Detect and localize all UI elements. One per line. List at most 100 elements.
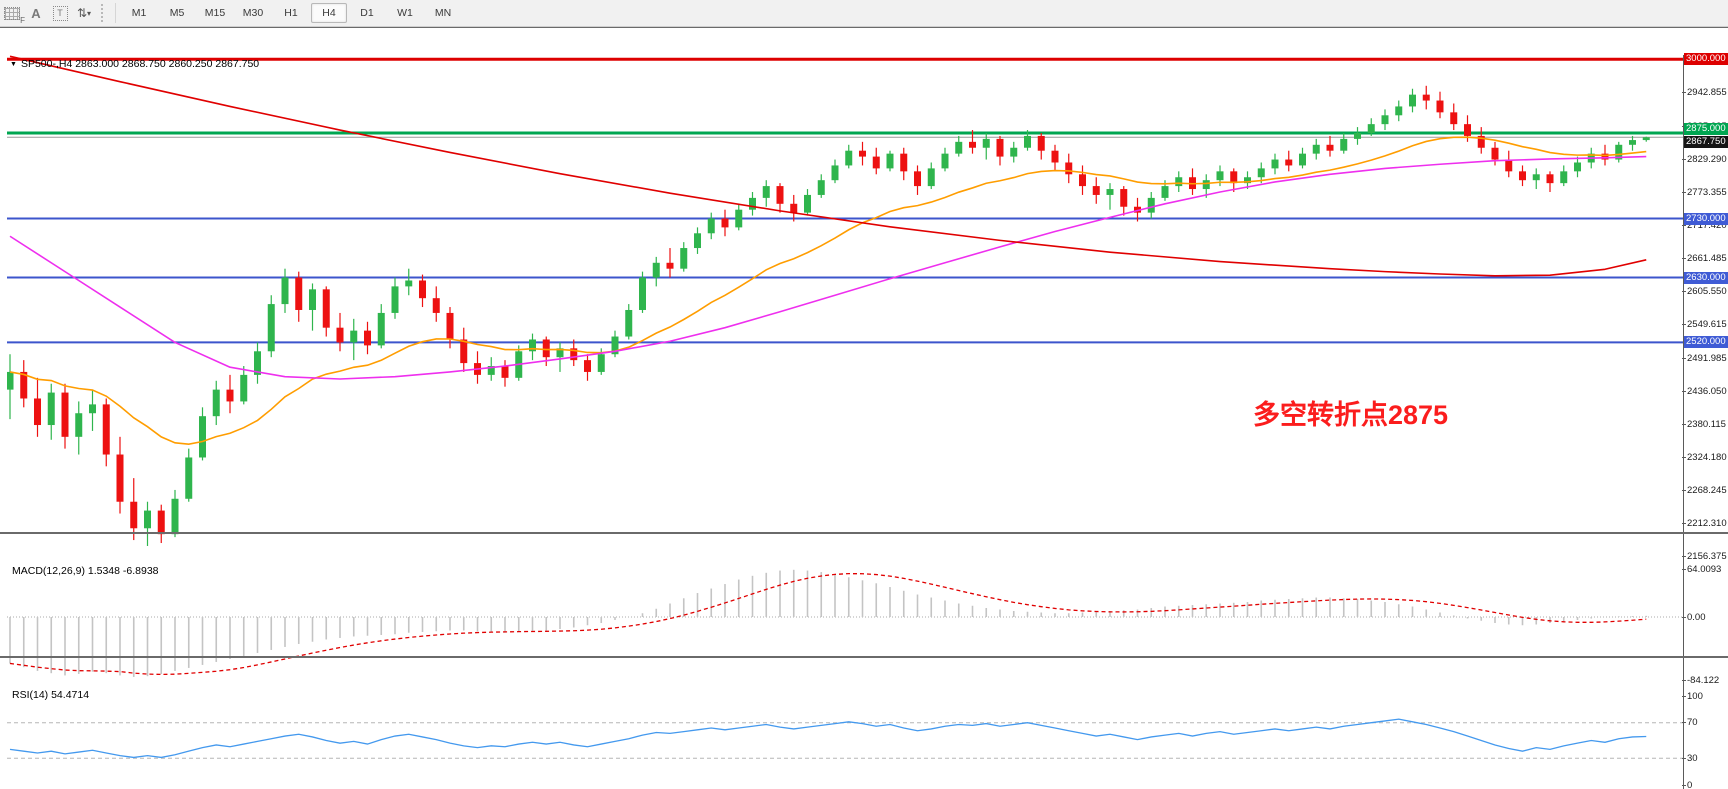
candle-body — [556, 348, 564, 358]
timeframe-button-m5[interactable]: M5 — [169, 7, 185, 19]
candle-body — [584, 360, 591, 372]
candle-body — [680, 248, 688, 269]
candle-body — [1601, 153, 1609, 160]
panel-separator-macd-rsi[interactable] — [0, 656, 1728, 658]
candle-body — [199, 416, 206, 458]
candle-body — [1560, 171, 1568, 184]
candle-body — [1079, 174, 1086, 187]
candle-body — [1642, 137, 1650, 141]
panel-separator — [0, 27, 1728, 28]
candle-body — [157, 510, 165, 535]
candle-body — [955, 141, 963, 154]
candle-body — [1629, 140, 1636, 145]
candle-body — [1464, 124, 1471, 136]
candle-body — [1450, 112, 1458, 125]
timeframe-button-mn[interactable]: MN — [434, 7, 452, 19]
candle-body — [350, 330, 358, 343]
candle-body — [185, 457, 193, 499]
candle-body — [1395, 106, 1403, 116]
chart-text-annotation[interactable]: 多空转折点2875 — [1253, 400, 1449, 430]
symbol-dropdown-icon[interactable]: ▼ — [10, 61, 17, 68]
price-tick: 2717.420 — [1682, 220, 1727, 232]
arrows-tool-button[interactable]: ⇅ ▾ — [72, 2, 96, 24]
candle-body — [1051, 150, 1059, 163]
candle-body — [529, 339, 536, 352]
candle-body — [1271, 159, 1279, 169]
candle-body — [322, 289, 330, 328]
candle-body — [405, 280, 413, 287]
candle-body — [1381, 115, 1389, 125]
candle-body — [831, 165, 839, 181]
toolbar-separator — [115, 3, 116, 23]
macd-scale-tick: 64.0093 — [1681, 563, 1722, 575]
panel-separator-main-macd[interactable] — [0, 532, 1728, 534]
candle-body — [61, 392, 69, 437]
candle-body — [1477, 135, 1485, 148]
candle-body — [817, 180, 825, 195]
candle-body — [226, 389, 234, 402]
candle-body — [1326, 144, 1334, 151]
chart-window: ▼ SP500-,H4 2863.000 2868.750 2860.250 28… — [0, 27, 1728, 789]
timeframe-button-m15[interactable]: M15 — [204, 7, 226, 19]
price-tick: 2605.550 — [1682, 286, 1727, 298]
candle-body — [1120, 189, 1128, 207]
candle-body — [419, 280, 426, 299]
timeframe-button-h1[interactable]: H1 — [284, 7, 298, 19]
price-tag-3000.000: 3000.000 — [1684, 53, 1728, 66]
chevron-down-icon: ▾ — [87, 8, 92, 18]
price-tick: 2661.485 — [1682, 253, 1727, 265]
candle-body — [1010, 147, 1018, 157]
rsi-indicator-chart — [7, 718, 1683, 759]
timeframe-button-w1[interactable]: W1 — [397, 7, 413, 19]
candle-body — [446, 312, 454, 340]
rsi-line — [9, 718, 1647, 759]
candle-body — [1422, 94, 1430, 101]
candle-body — [1340, 138, 1348, 151]
toolbar-grip[interactable] — [100, 4, 105, 22]
candle-body — [102, 404, 110, 455]
candle-body — [364, 330, 371, 346]
price-tick: 2212.310 — [1682, 518, 1727, 530]
toolbar: F A T ⇅ ▾ M1 M5 M15 M30 H1 H4 D1 W1 MN — [0, 0, 1728, 27]
candle-body — [900, 153, 908, 172]
text-label-icon: A — [31, 5, 41, 21]
candle-body — [1244, 177, 1251, 184]
timeframe-button-h4[interactable]: H4 — [311, 3, 347, 23]
timeframe-button-m30[interactable]: M30 — [242, 7, 264, 19]
candle-body — [432, 298, 440, 313]
label-tool-button[interactable]: A — [24, 2, 48, 24]
fibo-grid-tool-button[interactable]: F — [0, 2, 25, 25]
candle-body — [1024, 135, 1031, 148]
timeframe-button-d1[interactable]: D1 — [360, 7, 374, 19]
arrows-icon: ⇅ — [76, 6, 87, 20]
candle-body — [762, 186, 770, 198]
candle-body — [34, 398, 41, 426]
price-tick: 2773.355 — [1682, 187, 1727, 199]
macd-signal-line — [9, 572, 1647, 676]
ma-orange-line — [9, 136, 1647, 446]
candle-body — [1409, 94, 1416, 107]
candle-body — [597, 354, 605, 372]
price-tick: 2829.290 — [1682, 154, 1727, 166]
rsi-scale-tick: 70 — [1682, 717, 1698, 729]
candle-body — [721, 218, 729, 228]
candle-body — [309, 289, 316, 310]
price-tag-2520.000: 2520.000 — [1684, 336, 1728, 349]
candle-body — [859, 150, 866, 157]
candle-body — [1436, 100, 1444, 113]
candle-body — [1161, 186, 1169, 198]
rsi-label: RSI(14) 54.4714 — [12, 689, 90, 701]
candle-body — [391, 286, 399, 313]
rsi-scale-tick: 100 — [1682, 690, 1703, 702]
candle-body — [982, 138, 990, 148]
candle-body — [171, 498, 179, 535]
candle-body — [707, 218, 715, 234]
candle-body — [1134, 206, 1141, 213]
candle-body — [1491, 147, 1499, 160]
macd-scale-tick: -84.122 — [1681, 674, 1720, 686]
timeframe-button-m1[interactable]: M1 — [131, 7, 147, 19]
candle-body — [1147, 197, 1155, 213]
candle-body — [212, 389, 220, 417]
text-tool-button[interactable]: T — [48, 2, 72, 24]
macd-scale-tick: 0.00 — [1682, 611, 1706, 623]
